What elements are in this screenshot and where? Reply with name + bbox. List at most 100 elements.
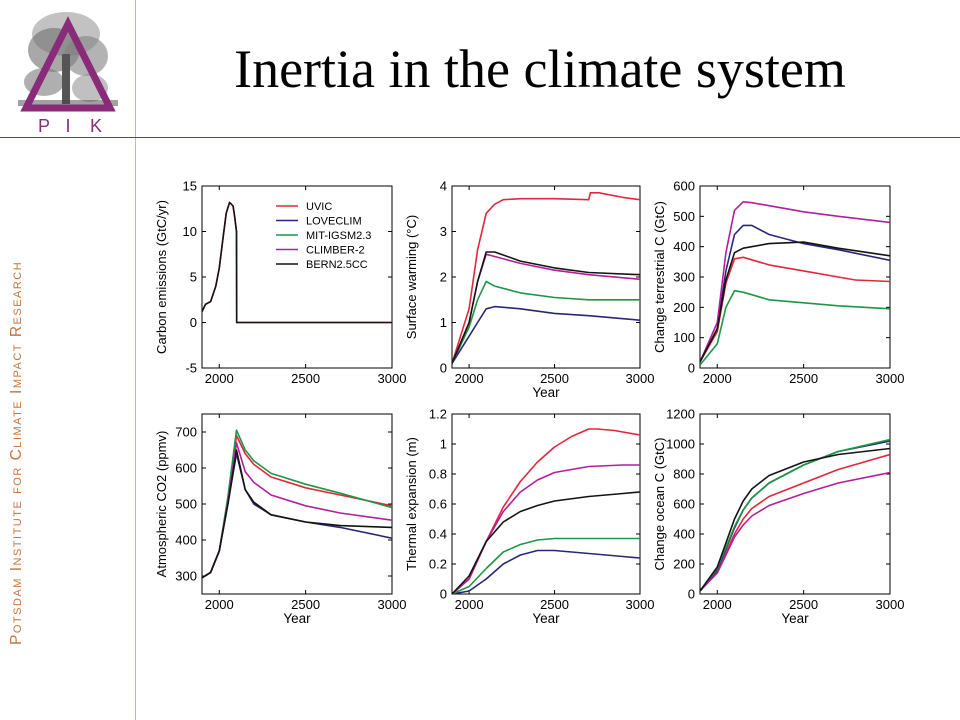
- x-axis-label: Year: [532, 385, 560, 400]
- institute-name-text: Potsdam Institute for Climate Impact Res…: [8, 261, 25, 645]
- legend-entry: CLIMBER-2: [306, 245, 365, 257]
- series-line-mit-igsm2-3: [700, 289, 890, 366]
- y-tick-label: 600: [673, 497, 695, 512]
- y-tick-label: 0.6: [429, 497, 447, 512]
- y-tick-label: 1000: [666, 437, 695, 452]
- x-tick-label: 3000: [378, 371, 407, 386]
- y-tick-label: 200: [673, 557, 695, 572]
- vertical-divider: [135, 0, 136, 720]
- chart-panel-terrestrial-carbon: 0 100 200 300 400 500 600 2000 2500 3000 Change te…: [652, 179, 904, 387]
- y-tick-label: 10: [183, 224, 197, 239]
- x-axis-label: Year: [283, 611, 311, 626]
- x-tick-label: 2500: [789, 371, 818, 386]
- pik-logo: P I K: [18, 12, 118, 136]
- y-tick-label: 0: [440, 361, 447, 376]
- x-axis-label: Year: [781, 611, 809, 626]
- series-line-bern2-5cc: [700, 241, 890, 363]
- plot-frame: [699, 185, 891, 369]
- x-tick-label: 3000: [378, 597, 407, 612]
- y-tick-label: 400: [673, 239, 695, 254]
- y-axis-label: Change terrestrial C (GtC): [652, 201, 667, 353]
- x-tick-label: 2000: [455, 597, 484, 612]
- x-tick-label: 2000: [703, 597, 732, 612]
- legend-entry: BERN2.5CC: [306, 259, 368, 271]
- logo-letter-p: P: [38, 116, 50, 136]
- x-tick-label: 2000: [205, 597, 234, 612]
- y-tick-label: 400: [175, 533, 197, 548]
- legend-entry: MIT-IGSM2.3: [306, 230, 371, 242]
- series-line-climber-2: [700, 471, 890, 592]
- series-line-mit-igsm2-3: [452, 280, 640, 364]
- y-tick-label: 1: [440, 437, 447, 452]
- y-tick-label: 300: [175, 569, 197, 584]
- y-tick-label: 1200: [666, 407, 695, 422]
- y-tick-label: 300: [673, 270, 695, 285]
- logo-letter-i: I: [65, 116, 70, 136]
- y-tick-label: 100: [673, 330, 695, 345]
- y-axis-label: Surface warming (°C): [404, 215, 419, 339]
- y-tick-label: 0.2: [429, 557, 447, 572]
- series-line-mit-igsm2-3: [452, 537, 640, 594]
- y-tick-label: 2: [440, 270, 447, 285]
- logo-tree-illustration: [18, 12, 118, 106]
- y-tick-label: 700: [175, 425, 197, 440]
- y-axis-label: Atmospheric CO2 (ppmv): [154, 431, 169, 578]
- chart-panel-ocean-carbon: 0 200 400 600 800 1000 1200 2000 2500 3000 Year Cha…: [652, 407, 904, 627]
- chart-panel-carbon-emissions: -5 0 5 10 15 2000 2500 3000 Carbon emissions (Gt…: [154, 179, 406, 387]
- x-tick-label: 2000: [455, 371, 484, 386]
- chart-panel-thermal-expansion: 0 0.2 0.4 0.6 0.8 1 1.2 2000 2500 3000 Year Thermal…: [404, 407, 654, 627]
- y-tick-label: -5: [185, 361, 197, 376]
- y-tick-label: 0: [190, 315, 197, 330]
- y-tick-label: 600: [175, 461, 197, 476]
- x-tick-label: 2000: [703, 371, 732, 386]
- y-axis-label: Thermal expansion (m): [404, 437, 419, 571]
- x-tick-label: 2500: [540, 371, 569, 386]
- series-line-bern2-5cc: [452, 491, 640, 594]
- y-tick-label: 500: [175, 497, 197, 512]
- y-tick-label: 0: [688, 361, 695, 376]
- x-tick-label: 3000: [876, 371, 905, 386]
- horizontal-divider: [0, 137, 960, 138]
- x-tick-label: 2000: [205, 371, 234, 386]
- series-line-loveclim: [452, 305, 640, 364]
- y-tick-label: 3: [440, 224, 447, 239]
- y-tick-label: 0.4: [429, 527, 447, 542]
- y-tick-label: 0: [688, 587, 695, 602]
- x-tick-label: 3000: [876, 597, 905, 612]
- legend-entry: UVIC: [306, 201, 332, 213]
- chart-panel-surface-warming: 0 1 2 3 4 2000 2500 3000 Year Surface warming (°C…: [404, 179, 654, 401]
- series-line-mit-igsm2-3: [700, 438, 890, 592]
- series-line-climber-2: [700, 200, 890, 363]
- legend-entry: LOVECLIM: [306, 216, 362, 228]
- institute-name-vertical: Potsdam Institute for Climate Impact Res…: [8, 261, 25, 645]
- series-line-bern2-5cc: [202, 201, 392, 324]
- series-line-loveclim: [452, 549, 640, 594]
- y-tick-label: 1: [440, 315, 447, 330]
- y-tick-label: 1.2: [429, 407, 447, 422]
- y-tick-label: 0.8: [429, 467, 447, 482]
- y-tick-label: 400: [673, 527, 695, 542]
- plot-frame: [201, 185, 393, 369]
- series-line-bern2-5cc: [700, 447, 890, 592]
- y-tick-label: 800: [673, 467, 695, 482]
- y-tick-label: 600: [673, 179, 695, 194]
- chart-panel-atmospheric-co2: 300 400 500 600 700 2000 2500 3000 Year Atmospher…: [154, 413, 407, 626]
- logo-triangle: [20, 16, 116, 112]
- plot-frame: [699, 413, 891, 595]
- y-tick-label: 5: [190, 270, 197, 285]
- x-tick-label: 3000: [626, 371, 655, 386]
- plot-frame: [201, 413, 393, 595]
- x-axis-label: Year: [532, 611, 560, 626]
- y-tick-label: 0: [440, 587, 447, 602]
- y-axis-label: Carbon emissions (GtC/yr): [154, 200, 169, 354]
- y-tick-label: 200: [673, 300, 695, 315]
- x-tick-label: 2500: [291, 597, 320, 612]
- series-line-uvic: [452, 191, 640, 364]
- y-axis-label: Change ocean C (GtC): [652, 438, 667, 571]
- x-tick-label: 3000: [626, 597, 655, 612]
- series-line-bern2-5cc: [202, 449, 392, 579]
- y-tick-label: 500: [673, 209, 695, 224]
- y-tick-label: 15: [183, 179, 197, 194]
- x-tick-label: 2500: [540, 597, 569, 612]
